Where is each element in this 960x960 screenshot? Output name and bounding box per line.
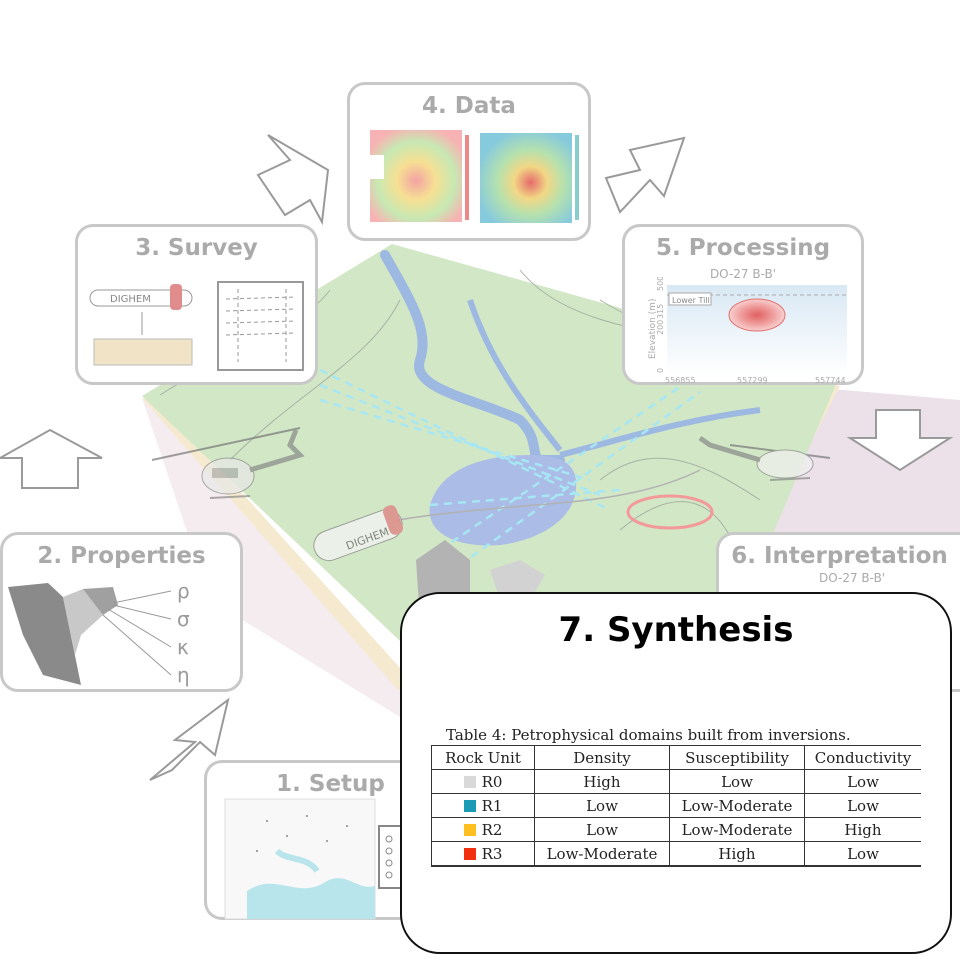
processing-x-tick: 556855 (665, 376, 696, 383)
property-symbol-density: ρ (177, 579, 190, 603)
stage-card-properties: 2. Properties ρ σ κ η (0, 532, 243, 692)
workflow-arrows (0, 134, 954, 781)
setup-map (224, 798, 410, 920)
column-header: Density (534, 745, 670, 770)
table-row: R2 Low Low-Moderate High (431, 817, 921, 842)
density-cell: Low (534, 793, 670, 818)
river-branch (467, 299, 563, 452)
em-bird: DIGHEM (313, 505, 404, 562)
rock-unit-label: R0 (481, 772, 503, 791)
stage-title-setup: 1. Setup (276, 771, 385, 797)
stage-card-survey: 3. Survey DIGHEM (75, 224, 318, 385)
arrow-icon (149, 697, 230, 781)
rock-unit-swatch (463, 847, 476, 860)
stage-title-interpretation: 6. Interpretation (731, 543, 948, 569)
rock-unit-label: R2 (481, 820, 503, 839)
data-maps (370, 130, 579, 223)
processing-x-tick: 557299 (737, 376, 768, 383)
susceptibility-cell: Low (669, 769, 805, 794)
stage-title-synthesis: 7. Synthesis (558, 610, 794, 650)
processing-y-tick: 500 (656, 277, 665, 291)
column-header: Conductivity (804, 745, 921, 770)
rock-unit-cell: R3 (431, 841, 535, 866)
table-header-row: Rock Unit Density Susceptibility Conduct… (431, 745, 921, 770)
tow-cable (397, 469, 701, 521)
interpretation-section-label: DO-27 B-B' (819, 571, 886, 585)
susceptibility-cell: Low-Moderate (669, 817, 805, 842)
stage-title-data: 4. Data (422, 93, 516, 119)
rock-outcrop (490, 560, 545, 600)
table-row: R0 High Low Low (431, 769, 921, 794)
conductivity-cell: Low (804, 793, 921, 818)
stage-card-processing: 5. Processing DO-27 B-B' Lower Till Elev… (622, 224, 864, 385)
contour-line (599, 457, 761, 501)
property-symbol-chargeability: η (177, 663, 190, 687)
density-cell: Low (534, 817, 670, 842)
property-symbol-susceptibility: κ (177, 635, 189, 659)
stage-title-properties: 2. Properties (37, 543, 206, 569)
conductivity-cell: Low (804, 769, 921, 794)
arrow-icon (256, 134, 330, 226)
stage-card-data: 4. Data (347, 82, 591, 241)
rock-unit-swatch (463, 799, 476, 812)
processing-unit-label: Lower Till (672, 296, 710, 305)
conductivity-cell: Low (804, 841, 921, 866)
rock-unit-cell: R2 (431, 817, 535, 842)
conductivity-cell: High (804, 817, 921, 842)
column-header: Rock Unit (431, 745, 535, 770)
river (380, 250, 565, 465)
rock-unit-label: R3 (481, 844, 503, 863)
river-branch (559, 407, 761, 458)
helicopter-right (698, 435, 831, 481)
rock-unit-swatch (463, 775, 476, 788)
processing-y-axis-label: Elevation (m) (648, 299, 658, 359)
arrow-icon (846, 409, 954, 472)
survey-illustration: DIGHEM (89, 281, 304, 371)
processing-section: Lower Till Elevation (m) 500 315 200 0 5… (648, 277, 847, 383)
rock-unit-cell: R0 (431, 769, 535, 794)
table-row: R3 Low-Moderate High Low (431, 841, 921, 866)
stage-title-survey: 3. Survey (135, 235, 258, 261)
arrow-icon (604, 136, 686, 214)
flight-lines (319, 368, 701, 567)
property-symbol-conductivity: σ (177, 607, 190, 631)
rock-unit-swatch (463, 823, 476, 836)
helicopter-left (151, 427, 305, 499)
density-cell: High (534, 769, 670, 794)
processing-y-tick: 315 (656, 304, 665, 319)
processing-y-tick: 0 (656, 368, 665, 373)
properties-illustration (8, 583, 172, 685)
table-caption: Table 4: Petrophysical domains built fro… (446, 726, 851, 744)
survey-instrument-label: DIGHEM (110, 294, 151, 305)
processing-section-label: DO-27 B-B' (709, 267, 777, 281)
petrophysical-domains-table: Rock Unit Density Susceptibility Conduct… (431, 745, 921, 867)
stage-card-setup: 1. Setup (204, 760, 414, 920)
susceptibility-cell: High (669, 841, 805, 866)
rock-unit-label: R1 (481, 796, 503, 815)
rock-unit-cell: R1 (431, 793, 535, 818)
susceptibility-cell: Low-Moderate (669, 793, 805, 818)
anomaly-outline (626, 494, 714, 530)
arrow-icon (0, 428, 103, 489)
density-cell: Low-Moderate (534, 841, 670, 866)
column-header: Susceptibility (669, 745, 805, 770)
processing-x-tick: 557744 (815, 376, 846, 383)
table-row: R1 Low Low-Moderate Low (431, 793, 921, 818)
stage-title-processing: 5. Processing (655, 235, 831, 261)
contour-line (229, 299, 401, 461)
processing-y-tick: 200 (656, 320, 665, 335)
